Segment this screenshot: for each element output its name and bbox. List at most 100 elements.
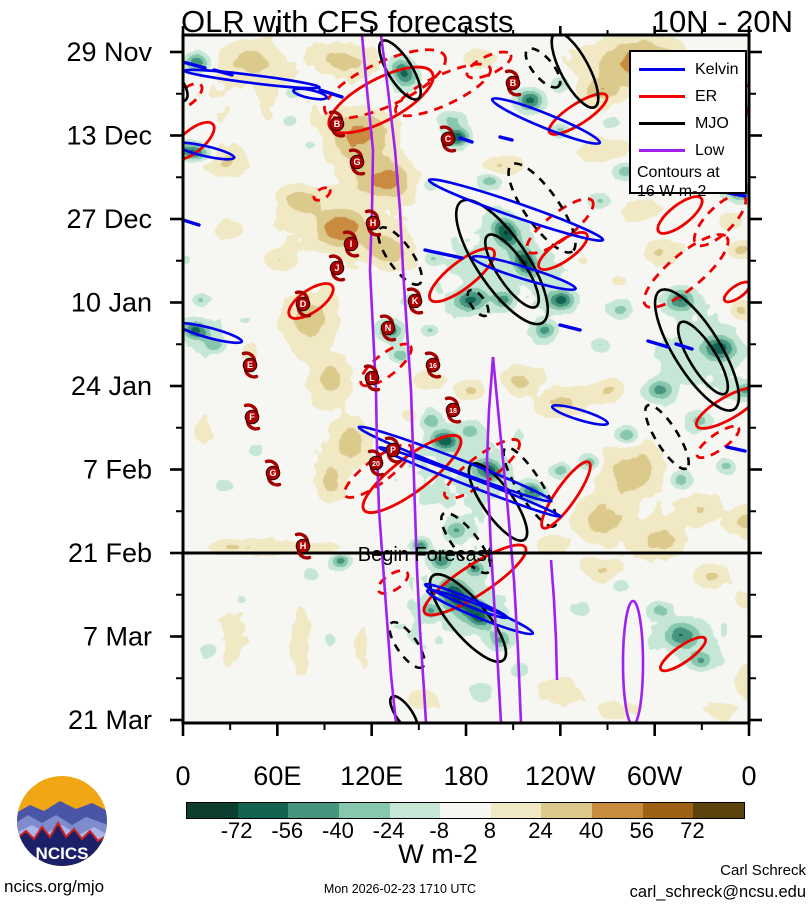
logo-art: NCICS <box>17 776 107 866</box>
legend-item-low: Low <box>631 137 745 164</box>
cyclone-id-label: B <box>510 78 517 88</box>
y-tick-label: 21 Mar <box>68 705 152 735</box>
cyclone-id-label: G <box>269 468 276 478</box>
latitude-band-label: 10N - 20N <box>651 4 793 39</box>
colorbar-segment <box>490 803 542 818</box>
cyclone-id-label: D <box>300 299 307 309</box>
colorbar-tick-label: 72 <box>680 818 705 843</box>
cyclone-id-label: N <box>385 323 392 333</box>
legend-item-er: ER <box>631 83 745 110</box>
legend-line-sample <box>639 149 685 152</box>
er-wave-ellipse <box>361 434 463 514</box>
cyclone-id-label: B <box>334 119 341 129</box>
y-tick-label: 7 Mar <box>83 622 152 652</box>
mjo-ellipse <box>467 462 529 542</box>
legend-item-label: ER <box>695 87 718 105</box>
x-tick-label: 0 <box>175 761 190 791</box>
er-wave-ellipse <box>327 65 435 135</box>
kelvin-wave-dash <box>498 135 514 142</box>
kelvin-wave-dash <box>725 445 747 453</box>
colorbar-tick-label: -40 <box>322 818 354 843</box>
legend-item-label: MJO <box>695 114 729 132</box>
colorbar-tick-label: -72 <box>220 818 253 843</box>
kelvin-wave-ellipse <box>357 425 553 503</box>
cyclone-marker: P <box>384 436 402 464</box>
cyclone-marker: H <box>294 532 312 560</box>
cyclone-body <box>425 357 441 373</box>
cyclone-id-label: I <box>350 239 353 249</box>
mjo-ellipse <box>388 694 420 723</box>
colorbar-segment <box>237 803 289 818</box>
cyclone-id-label: L <box>369 373 375 383</box>
legend-line-sample <box>639 95 685 98</box>
cyclone-marker: H <box>364 209 382 237</box>
mjo-suppressed-ellipse <box>466 288 490 318</box>
kelvin-wave-dash <box>674 342 694 351</box>
colorbar <box>186 802 745 819</box>
cyclone-marker: 16 <box>424 351 442 379</box>
er-wave-suppressed-ellipse <box>443 438 521 500</box>
logo-text: NCICS <box>36 844 89 863</box>
low-track-loop <box>621 599 645 723</box>
colorbar-tick-label: -56 <box>271 818 304 843</box>
y-tick-label: 24 Jan <box>71 371 152 401</box>
colorbar-segment <box>693 803 745 818</box>
y-tick-label: 7 Feb <box>83 455 152 485</box>
kelvin-wave-dash <box>183 60 207 70</box>
footer-email[interactable]: carl_schreck@ncsu.edu <box>629 883 806 901</box>
colorbar-segment <box>592 803 643 818</box>
cyclone-marker: G <box>264 459 282 487</box>
er-wave-ellipse <box>287 282 335 320</box>
page-title: OLR with CFS forecasts <box>181 4 514 39</box>
y-tick-label: 10 Jan <box>71 288 152 318</box>
footer-site-link[interactable]: ncics.org/mjo <box>4 877 105 896</box>
kelvin-wave-dash <box>212 68 234 77</box>
low-track-line <box>485 356 503 723</box>
ncics-logo: NCICS <box>17 776 107 866</box>
footer-timestamp: Mon 2026-02-23 1710 UTC <box>323 882 477 896</box>
cyclone-id-label: H <box>300 541 307 551</box>
cyclone-marker: E <box>241 351 259 379</box>
kelvin-wave-ellipse <box>378 445 562 519</box>
legend-contour-note: 16 W m-2 <box>637 182 707 200</box>
kelvin-wave-dash <box>458 136 474 144</box>
colorbar-segment <box>187 803 238 818</box>
colorbar-segment <box>541 803 593 818</box>
er-wave-ellipse <box>428 246 496 304</box>
cyclone-id-label: 20 <box>372 461 380 468</box>
kelvin-wave-ellipse <box>183 321 244 345</box>
mjo-suppressed-ellipse <box>376 226 424 286</box>
colorbar-segment <box>389 803 441 818</box>
cyclone-marker: F <box>243 403 261 431</box>
cyclone-marker: L <box>363 364 381 392</box>
x-tick-label: 60W <box>627 761 683 791</box>
footer-author: Carl Schreck <box>720 862 806 879</box>
x-tick-label: 0 <box>741 761 756 791</box>
kelvin-wave-dash <box>646 339 670 349</box>
er-wave-suppressed-ellipse <box>525 197 595 255</box>
y-tick-label: 27 Dec <box>66 204 152 234</box>
cyclone-body <box>368 455 384 471</box>
er-wave-ellipse <box>547 92 609 136</box>
kelvin-wave-dash <box>318 88 344 99</box>
cyclone-marker: C <box>439 125 457 153</box>
cyclone-marker: J <box>328 254 346 282</box>
begin-forecast-label: Begin Forecast <box>358 544 493 566</box>
axes: 29 Nov 13 Dec 27 Dec 10 Jan 24 Jan 7 Feb 21 Fe… <box>66 26 762 791</box>
er-wave-suppressed-ellipse <box>465 50 513 80</box>
x-tick-label: 180 <box>443 761 488 791</box>
er-wave-suppressed-ellipse <box>323 48 447 120</box>
er-wave-suppressed-ellipse <box>376 569 410 595</box>
kelvin-wave-ellipse <box>183 68 321 90</box>
cyclone-id-label: J <box>334 263 339 273</box>
er-wave-ellipse <box>659 635 707 673</box>
cyclone-body <box>364 370 380 386</box>
y-tick-label: 29 Nov <box>66 37 152 67</box>
mjo-ellipse <box>454 198 550 326</box>
cyclone-id-label: F <box>249 412 255 422</box>
cyclone-body <box>329 116 345 132</box>
cyclone-body <box>244 409 260 425</box>
logo-red-crest <box>17 820 107 843</box>
kelvin-wave-dash <box>183 218 201 227</box>
